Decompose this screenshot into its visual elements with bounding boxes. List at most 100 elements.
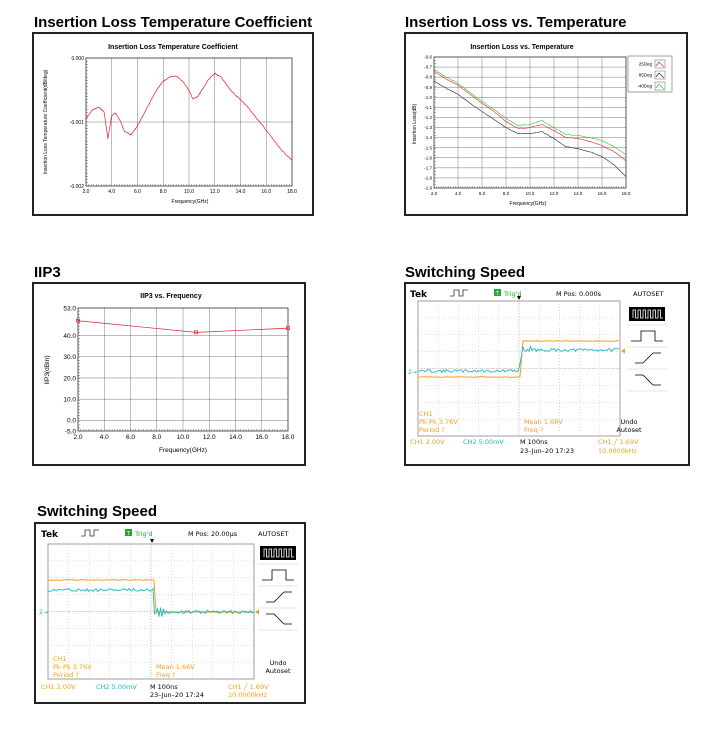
autoset-square-wave-button[interactable]	[260, 546, 296, 560]
y-tick-label: -1.8	[424, 175, 432, 180]
timebase: M 100ns	[520, 438, 548, 446]
grid	[77, 307, 289, 432]
meas-ch1: CH1	[53, 655, 67, 663]
y-tick-label: -0.7	[424, 65, 432, 70]
y-tick-label: -1.9	[424, 186, 432, 191]
y-tick-label: -5.0	[65, 428, 77, 435]
tick-labels: 2.0 4.0 6.0 8.0 10.0 12.0 14.0 16.0 18.0 0.000 -0.…	[70, 56, 297, 195]
grid	[433, 56, 627, 189]
y-tick-label: -1.1	[424, 105, 432, 110]
y-tick-label: 10.0	[63, 396, 76, 403]
x-tick-label: 10.0	[177, 434, 190, 441]
ch2-scale: CH2 5.00mV	[463, 438, 504, 446]
trigger-status-icon	[494, 289, 501, 296]
trigger-level-marker	[255, 609, 259, 615]
y-tick-label: -1.0	[424, 95, 432, 100]
acquire-waveform-icon	[81, 529, 99, 537]
series-group	[76, 318, 290, 335]
timestamp: 23–Jun–20 17:24	[150, 691, 204, 699]
trigger-position-marker	[150, 539, 154, 543]
falling-edge-icon[interactable]	[635, 374, 661, 386]
chart-il-vs-temperature-frame: Insertion Loss vs. Temperature Insertion…	[404, 32, 688, 216]
legend-label: 25Deg	[639, 62, 653, 67]
meas-mean: Mean 1.68V	[524, 418, 563, 426]
horizontal-position: M Pos: 0.000s	[556, 290, 602, 298]
legend: 25Deg 85Deg -40Deg	[627, 55, 673, 93]
x-tick-label: 8.0	[152, 434, 161, 441]
horizontal-position: M Pos: 20.00µs	[188, 530, 238, 538]
y-axis-label: IIP3(dBm)	[44, 355, 51, 384]
meas-ch1: CH1	[419, 410, 433, 418]
rising-edge-icon[interactable]	[635, 352, 661, 364]
ch1-trace	[417, 340, 620, 378]
x-tick-label: 4.0	[100, 434, 109, 441]
scope-brand: Tek	[410, 290, 428, 300]
series-line--40Deg	[433, 68, 627, 155]
heading-il-coefficient: Insertion Loss Temperature Coefficient	[34, 14, 313, 31]
meas-pkpk: Pk-Pk 3.76V	[419, 418, 458, 426]
trigger-frequency: 10.0000kHz	[228, 691, 268, 699]
autoset-square-wave-button[interactable]	[629, 307, 665, 321]
meas-mean: Mean 1.66V	[156, 663, 195, 671]
single-pulse-icon[interactable]	[631, 330, 663, 342]
y-tick-label: -0.9	[424, 85, 432, 90]
x-tick-label: 18.0	[287, 189, 297, 195]
y-axis-label: Insertion Loss(dB)	[412, 103, 418, 144]
meas-freq: Freq ?	[156, 671, 175, 679]
undo-label: Undo	[270, 659, 287, 667]
x-tick-label: 6.0	[126, 434, 135, 441]
trigger-position-marker	[517, 296, 521, 300]
heading-iip3: IIP3	[34, 264, 61, 281]
scope-1-screen: Tek T Trig'd M Pos: 0.000s AUTOSET CH1 P…	[408, 289, 667, 455]
rising-edge-icon[interactable]	[266, 591, 292, 603]
meas-freq: Freq ?	[524, 426, 543, 434]
x-tick-label: 4.0	[455, 191, 462, 196]
data-point	[194, 330, 198, 335]
x-tick-label: 14.0	[574, 191, 583, 196]
x-tick-label: 2.0	[431, 191, 438, 196]
ch1-trace	[47, 579, 255, 613]
meas-period: Period ?	[53, 671, 79, 679]
trigger-status-icon	[125, 529, 132, 536]
chart-title: IIP3 vs. Frequency	[140, 293, 202, 300]
y-tick-label: -0.002	[70, 184, 84, 190]
x-tick-label: 12.0	[203, 434, 216, 441]
y-tick-label: -1.4	[424, 135, 432, 140]
x-axis-label: Frequency(GHz)	[172, 199, 209, 205]
x-tick-label: 2.0	[73, 434, 82, 441]
chart-iip3: IIP3 vs. Frequency IIP3(dBm) Frequency(G…	[44, 293, 295, 454]
y-tick-label: -1.7	[424, 165, 432, 170]
series-line-85Deg	[433, 80, 627, 177]
trigger-status: Trig'd	[503, 290, 522, 298]
trigger-setting: CH1 ╱ 1.69V	[598, 437, 639, 446]
ch2-trace	[417, 345, 620, 374]
x-tick-label: 6.0	[479, 191, 486, 196]
square-wave-icon	[263, 548, 294, 558]
legend-swatch	[655, 83, 665, 90]
single-pulse-icon[interactable]	[262, 569, 294, 581]
x-tick-label: 6.0	[134, 189, 141, 195]
chart-title: Insertion Loss Temperature Coefficient	[108, 44, 238, 51]
falling-edge-icon[interactable]	[266, 613, 292, 625]
x-tick-label: 8.0	[503, 191, 510, 196]
y-tick-label: 20.0	[63, 375, 76, 382]
y-tick-label: -0.6	[424, 55, 432, 60]
y-axis-label: Insertion Loss Temperature Coefficient(d…	[43, 69, 49, 174]
ch2-ground-marker: 2→	[39, 609, 48, 616]
x-tick-label: 12.0	[210, 189, 220, 195]
x-tick-label: 18.0	[622, 191, 631, 196]
trigger-level-marker	[621, 348, 625, 354]
x-tick-label: 16.0	[598, 191, 607, 196]
scope-2-screen: Tek T Trig'd M Pos: 20.00µs AUTOSET CH1 …	[39, 529, 298, 699]
y-tick-label: -1.5	[424, 145, 432, 150]
chart-il-coefficient: Insertion Loss Temperature Coefficient I…	[43, 44, 297, 205]
x-tick-label: 4.0	[108, 189, 115, 195]
data-point	[286, 326, 290, 330]
y-tick-label: 53.0	[63, 305, 76, 312]
legend-label: -40Deg	[637, 84, 652, 89]
legend-swatch	[655, 72, 665, 79]
chart-iip3-frame: IIP3 vs. Frequency IIP3(dBm) Frequency(G…	[32, 282, 306, 466]
x-tick-label: 12.0	[550, 191, 559, 196]
autoset-label: Autoset	[265, 667, 290, 675]
legend-swatch-box	[654, 59, 666, 69]
